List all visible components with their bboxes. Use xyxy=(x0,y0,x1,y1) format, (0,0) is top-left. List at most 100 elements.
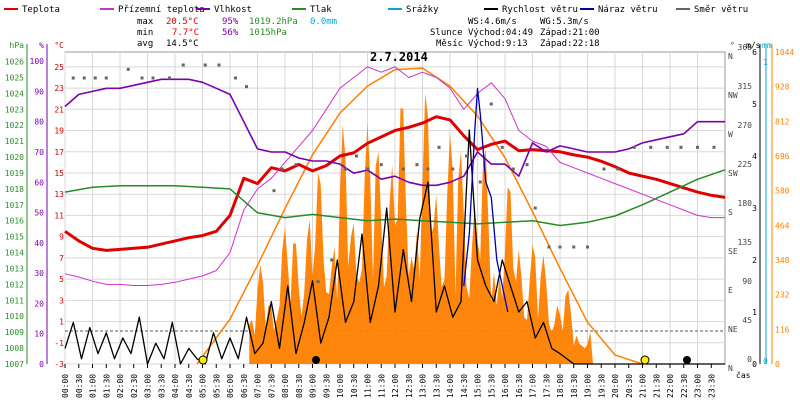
temperature-axis-tick-label: -1 xyxy=(54,339,64,348)
series-line-rychlost-v-tru xyxy=(64,129,725,365)
wind-dir-tick-label: 360 xyxy=(738,43,753,52)
temperature-axis-tick-label: 23 xyxy=(54,84,64,93)
sun-set: Západ:21:00 xyxy=(540,28,600,38)
rain-tick-label: 1 xyxy=(763,58,768,67)
wind-speed-tick-label: 5 xyxy=(752,100,757,109)
x-tick-label: 11:00 xyxy=(364,374,373,398)
pressure-axis-tick-label: 1021 xyxy=(5,137,24,146)
humidity-axis-tick-label: 0 xyxy=(39,360,44,369)
x-tick-label: 14:00 xyxy=(446,374,455,398)
wind-dir-compass-label: SW xyxy=(728,169,738,178)
series-line-vlhkost xyxy=(64,78,725,187)
wind-speed-tick-label: 2 xyxy=(752,256,757,265)
x-tick-label: 12:30 xyxy=(405,374,414,398)
temperature-axis-unit-label: °C xyxy=(54,41,64,50)
x-tick-label: 09:30 xyxy=(322,374,331,398)
x-tick-label: 05:30 xyxy=(212,374,221,398)
x-tick-label: 03:30 xyxy=(157,374,166,398)
wind-dir-point xyxy=(344,167,347,171)
x-tick-label: 00:30 xyxy=(75,374,84,398)
wind-speed-unit-label: m/s xyxy=(746,41,761,50)
wind-dir-point xyxy=(203,63,207,67)
humidity-axis-tick-label: 30 xyxy=(34,269,44,278)
wind-dir-point xyxy=(437,145,441,149)
wind-dir-point xyxy=(168,76,171,80)
legend-label-temp: Teplota xyxy=(22,5,60,15)
x-tick-label: 09:00 xyxy=(309,374,318,398)
wind-dir-point xyxy=(234,76,237,80)
humidity-axis-tick-label: 100 xyxy=(30,57,45,66)
solar-tick-label: 696 xyxy=(775,152,790,161)
wind-dir-point xyxy=(511,167,515,171)
stat-min-temp: 7.7°C xyxy=(172,28,199,38)
humidity-axis-tick-label: 70 xyxy=(34,148,44,157)
pressure-axis-tick-label: 1011 xyxy=(5,296,24,305)
solar-measured-area xyxy=(249,93,593,364)
x-tick-label: 06:30 xyxy=(240,374,249,398)
temperature-axis-tick-label: 19 xyxy=(54,127,64,136)
stat-max-rain: 0.0mm xyxy=(310,17,337,27)
x-tick-label: 15:30 xyxy=(487,374,496,398)
temperature-axis-tick-label: -3 xyxy=(54,360,64,369)
humidity-axis-tick-label: 80 xyxy=(34,118,44,127)
x-tick-label: 10:30 xyxy=(350,374,359,398)
wind-dir-compass-label: E xyxy=(728,286,733,295)
wind-dir-point xyxy=(330,258,334,262)
x-tick-label: 04:00 xyxy=(171,374,180,398)
wind-wg: WG:5.3m/s xyxy=(540,17,589,27)
wind-dir-point xyxy=(355,154,358,158)
temperature-axis-tick-label: 13 xyxy=(54,190,64,199)
x-tick-label: 03:00 xyxy=(144,374,153,398)
pressure-axis-tick-label: 1008 xyxy=(5,344,24,353)
wind-dir-point xyxy=(415,163,419,167)
stat-max-label: max xyxy=(137,17,154,27)
wind-dir-point xyxy=(586,245,589,249)
legend: Teplota Přízemní teplota Vlhkost Tlak Srážky… xyxy=(4,5,748,15)
wind-dir-tick-label: 315 xyxy=(738,82,753,91)
chart-lines xyxy=(64,66,726,365)
stat-max-temp: 20.5°C xyxy=(166,17,199,27)
pressure-axis-tick-label: 1017 xyxy=(5,201,24,210)
legend-label-gust: Náraz větru xyxy=(598,5,658,15)
pressure-axis-tick-label: 1018 xyxy=(5,185,24,194)
wind-dir-compass-label: S xyxy=(728,208,733,217)
moon-label: Měsíc xyxy=(436,39,463,49)
wind-dir-point xyxy=(217,63,221,67)
x-tick-label: 05:00 xyxy=(199,374,208,398)
chart-areas xyxy=(249,93,593,364)
x-tick-label: 19:00 xyxy=(584,374,593,398)
sun-rise: Východ:04:49 xyxy=(468,28,533,38)
wind-dir-point xyxy=(489,102,493,106)
wind-dir-tick-label: 270 xyxy=(738,121,753,130)
wind-dir-point xyxy=(82,76,86,80)
x-tick-label: 01:30 xyxy=(102,374,111,398)
solar-theoretical-line xyxy=(196,67,643,365)
x-tick-label: 13:00 xyxy=(419,374,428,398)
wind-dir-point xyxy=(572,245,576,249)
wind-dir-point xyxy=(366,167,369,171)
axes: 00:00 00:30 01:00 01:30 02:00 02:30 03:00 03:30… xyxy=(5,41,795,398)
legend-label-wind: Rychlost větru xyxy=(502,5,578,15)
pressure-axis-tick-label: 1016 xyxy=(5,217,24,226)
rain-tick-label: 0 xyxy=(763,357,768,366)
wind-dir-point xyxy=(478,180,482,184)
wind-dir-point xyxy=(71,76,75,80)
wind-dir-tick-label: 0 xyxy=(747,355,752,364)
humidity-axis-tick-label: 50 xyxy=(34,209,44,218)
humidity-axis-tick-label: 20 xyxy=(34,299,44,308)
pressure-axis-tick-label: 1019 xyxy=(5,169,24,178)
solar-tick-label: 348 xyxy=(775,256,790,265)
x-tick-label: 11:30 xyxy=(377,374,386,398)
series-line-n-raz-v-tru xyxy=(463,87,509,313)
x-tick-label: 21:30 xyxy=(652,374,661,398)
solar-tick-label: 928 xyxy=(775,83,790,92)
rain-unit-label: mm xyxy=(762,41,772,50)
wind-dir-tick-label: 135 xyxy=(738,238,753,247)
chart-title: 2.7.2014 xyxy=(370,50,428,64)
legend-label-feels: Přízemní teplota xyxy=(118,5,205,15)
wind-dir-point xyxy=(316,280,320,284)
wind-dir-point xyxy=(665,145,669,149)
pressure-axis-tick-label: 1009 xyxy=(5,328,24,337)
pressure-axis-tick-label: 1012 xyxy=(5,280,24,289)
wind-dir-tick-label: 225 xyxy=(738,160,753,169)
